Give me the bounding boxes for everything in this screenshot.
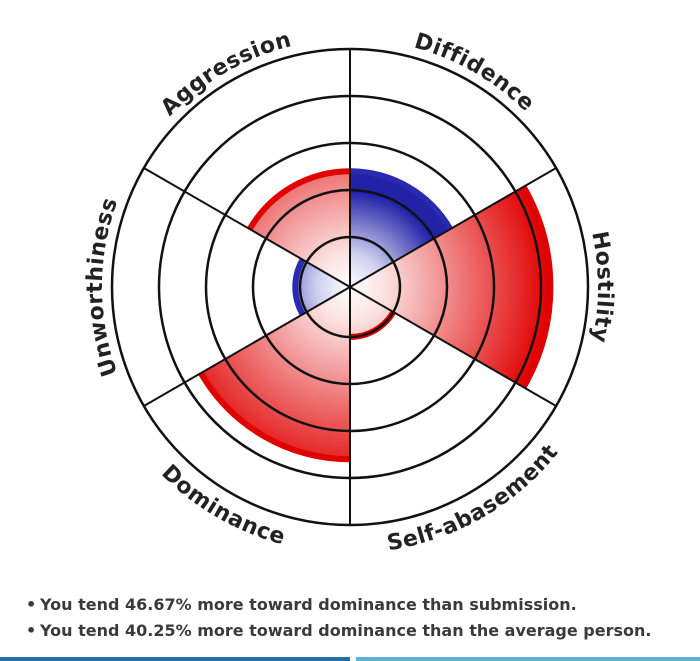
bullet-icon: • [26,621,37,640]
summary-list: • You tend 46.67% more toward dominance t… [26,592,651,644]
grid-spoke [143,286,351,407]
bottom-bar-segment [0,657,350,661]
category-label-diffidence: Diffidence [411,29,539,117]
category-label-aggression: Aggression [156,27,294,121]
sector-dominance [200,287,350,460]
bottom-bar [0,657,700,661]
grid-spoke [349,167,557,288]
category-label-unworthiness: Unworthiness [83,194,123,379]
category-label-dominance: Dominance [156,460,288,550]
sector-edge-unworthiness [292,258,306,316]
sector-edge-dominance [198,371,351,463]
summary-item: • You tend 46.67% more toward dominance t… [26,592,651,618]
sector-edge-aggression [247,168,351,231]
bullet-icon: • [26,595,37,614]
bottom-bar-gap [350,657,356,661]
summary-text: You tend 46.67% more toward dominance th… [40,595,577,614]
grid-spoke [143,167,351,288]
sector-edge-hostility [520,185,554,389]
summary-item: • You tend 40.25% more toward dominance t… [26,618,651,644]
grid-spoke [349,286,557,407]
category-label-hostility: Hostility [586,229,617,345]
polar-chart: Diffidence Hostility Self-abasement Dominan… [83,27,617,556]
bottom-bar-segment [356,657,700,661]
sector-hostility [350,186,551,388]
summary-text: You tend 40.25% more toward dominance th… [40,621,652,640]
sector-edge-diffidence [349,168,453,231]
category-label-self-abasement: Self-abasement [385,440,563,556]
sector-unworthiness [295,259,350,315]
